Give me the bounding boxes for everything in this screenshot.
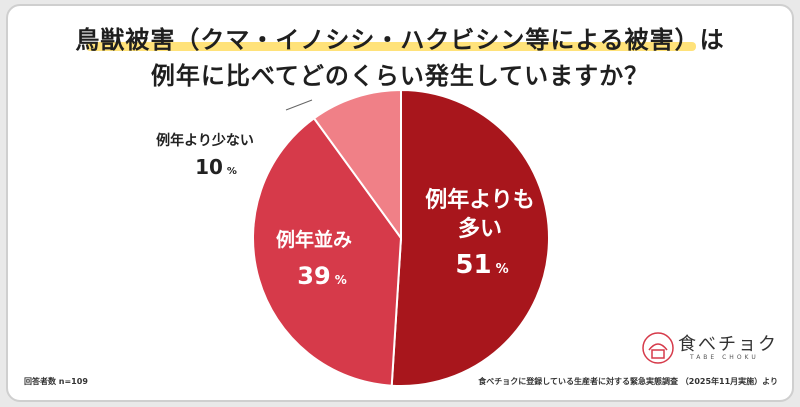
survey-source: 食べチョクに登録している生産者に対する緊急実態調査 （2025年11月実施）より [478, 377, 778, 386]
brand-mark-icon [642, 332, 674, 364]
label-less: 例年より少ない [156, 132, 254, 149]
title-line-1: 鳥獣被害（クマ・イノシシ・ハクビシン等による被害）は [75, 26, 725, 54]
title-line-2: 例年に比べてどのくらい発生していますか？ [150, 62, 650, 90]
respondent-count: 回答者数 n=109 [24, 377, 88, 386]
leader-line [285, 99, 313, 111]
slice-more [390, 88, 550, 387]
brand-name: 食べチョク [678, 334, 778, 355]
label-more-line2: 多い [458, 216, 502, 242]
slice-less [312, 88, 402, 242]
slice-same [252, 116, 403, 387]
value-same: 39% [297, 262, 346, 290]
brand-subtitle: TABE CHOKU [690, 354, 759, 361]
brand-logo: 食べチョク TABE CHOKU [638, 328, 788, 368]
value-more: 51% [455, 250, 508, 280]
value-less: 10% [195, 155, 237, 179]
label-same: 例年並み [276, 228, 352, 251]
label-more-line1: 例年よりも [425, 187, 535, 213]
title-highlight [86, 42, 696, 51]
